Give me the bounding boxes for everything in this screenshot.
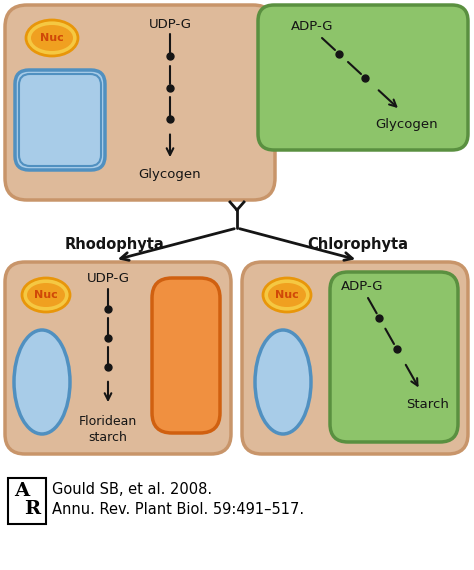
FancyBboxPatch shape — [5, 262, 231, 454]
Text: Floridean
starch: Floridean starch — [79, 415, 137, 444]
Ellipse shape — [22, 278, 70, 312]
FancyBboxPatch shape — [19, 74, 101, 166]
Ellipse shape — [263, 278, 311, 312]
Text: Annu. Rev. Plant Biol. 59:491–517.: Annu. Rev. Plant Biol. 59:491–517. — [52, 502, 304, 517]
Text: ADP-G: ADP-G — [341, 280, 383, 293]
Text: Nuc: Nuc — [40, 33, 64, 43]
FancyBboxPatch shape — [152, 278, 220, 433]
Ellipse shape — [31, 25, 73, 51]
Text: A: A — [14, 482, 29, 500]
Text: UDP-G: UDP-G — [148, 18, 191, 31]
Ellipse shape — [26, 20, 78, 56]
Text: R: R — [24, 500, 40, 518]
Text: Chlorophyta: Chlorophyta — [308, 237, 409, 252]
Ellipse shape — [255, 330, 311, 434]
Text: Glycogen: Glycogen — [376, 118, 438, 131]
Text: Rhodophyta: Rhodophyta — [65, 237, 165, 252]
FancyBboxPatch shape — [258, 5, 468, 150]
Ellipse shape — [14, 330, 70, 434]
FancyBboxPatch shape — [5, 5, 275, 200]
Ellipse shape — [268, 283, 306, 307]
Text: Nuc: Nuc — [34, 290, 58, 300]
Text: Gould SB, et al. 2008.: Gould SB, et al. 2008. — [52, 482, 212, 497]
Text: UDP-G: UDP-G — [86, 272, 129, 285]
FancyBboxPatch shape — [330, 272, 458, 442]
Text: Nuc: Nuc — [275, 290, 299, 300]
FancyBboxPatch shape — [242, 262, 468, 454]
Text: Glycogen: Glycogen — [139, 168, 201, 181]
Text: ADP-G: ADP-G — [291, 20, 333, 33]
Ellipse shape — [27, 283, 65, 307]
FancyBboxPatch shape — [15, 70, 105, 170]
Bar — [8, 478, 46, 524]
Text: Starch: Starch — [407, 398, 449, 411]
